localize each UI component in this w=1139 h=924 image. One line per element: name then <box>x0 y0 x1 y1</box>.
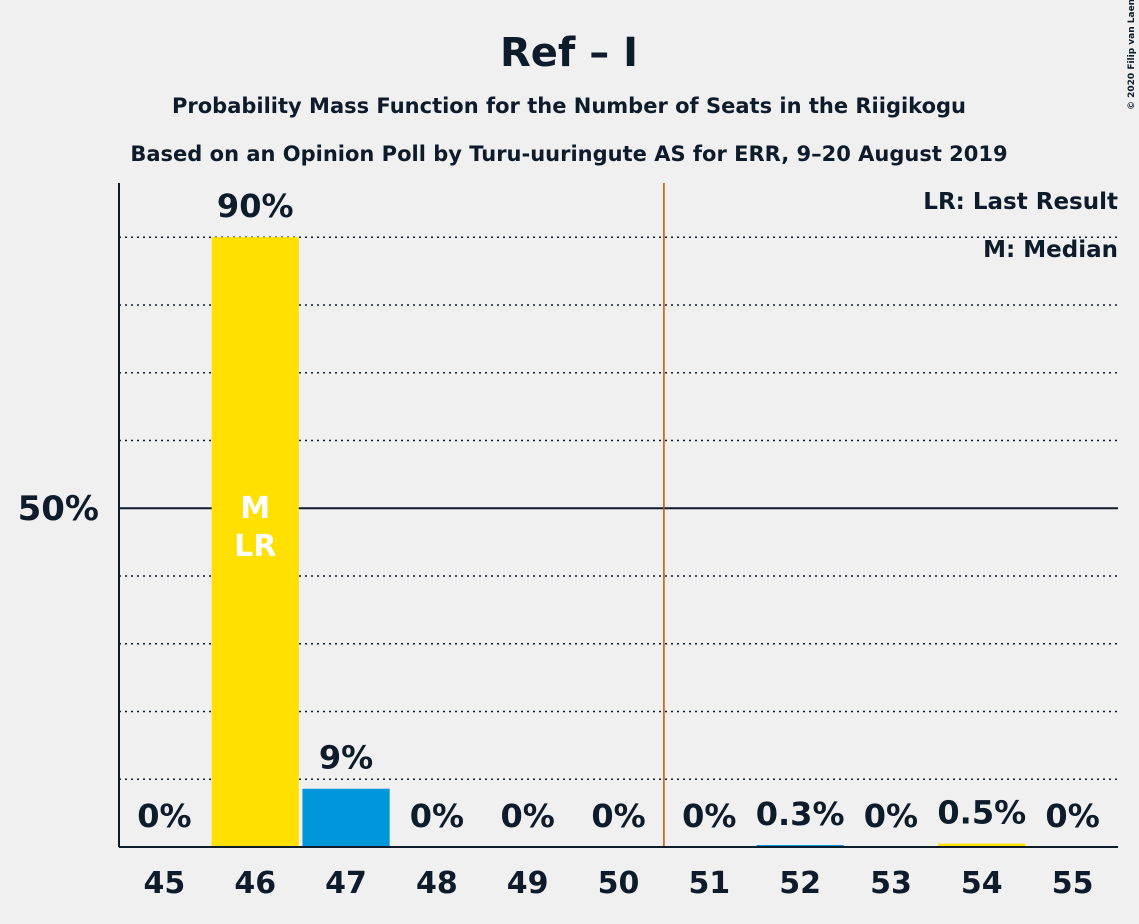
bar <box>211 237 299 847</box>
value-label: 0% <box>410 797 464 835</box>
chart-title: Ref – I <box>500 30 638 76</box>
chart-subtitle: Based on an Opinion Poll by Turu-uuringu… <box>130 142 1007 166</box>
value-label: 0% <box>591 797 645 835</box>
last-result-marker: LR <box>234 529 276 564</box>
y-tick-label: 50% <box>18 489 99 529</box>
value-label: 9% <box>319 739 373 777</box>
legend-entry: M: Median <box>983 237 1118 263</box>
x-tick-label: 45 <box>144 866 186 901</box>
x-tick-label: 53 <box>870 866 912 901</box>
value-label: 0.3% <box>756 795 845 833</box>
x-tick-label: 52 <box>779 866 821 901</box>
bar <box>302 788 390 847</box>
value-label: 0% <box>137 797 191 835</box>
x-tick-label: 54 <box>961 866 1003 901</box>
value-label: 0% <box>682 797 736 835</box>
x-tick-label: 46 <box>234 866 276 901</box>
value-label: 0% <box>864 797 918 835</box>
x-tick-label: 51 <box>688 866 730 901</box>
value-label: 0% <box>1045 797 1099 835</box>
chart-subtitle: Probability Mass Function for the Number… <box>172 94 966 118</box>
bar <box>938 843 1026 847</box>
bar <box>756 844 844 847</box>
x-tick-label: 49 <box>507 866 549 901</box>
x-tick-label: 55 <box>1052 866 1094 901</box>
copyright: © 2020 Filip van Laenen <box>1127 0 1137 110</box>
legend-entry: LR: Last Result <box>923 189 1118 215</box>
x-tick-label: 47 <box>325 866 367 901</box>
x-tick-label: 50 <box>598 866 640 901</box>
median-marker: M <box>240 491 270 526</box>
value-label: 0.5% <box>937 794 1026 832</box>
value-label: 0% <box>501 797 555 835</box>
value-label: 90% <box>217 187 294 225</box>
x-tick-label: 48 <box>416 866 458 901</box>
